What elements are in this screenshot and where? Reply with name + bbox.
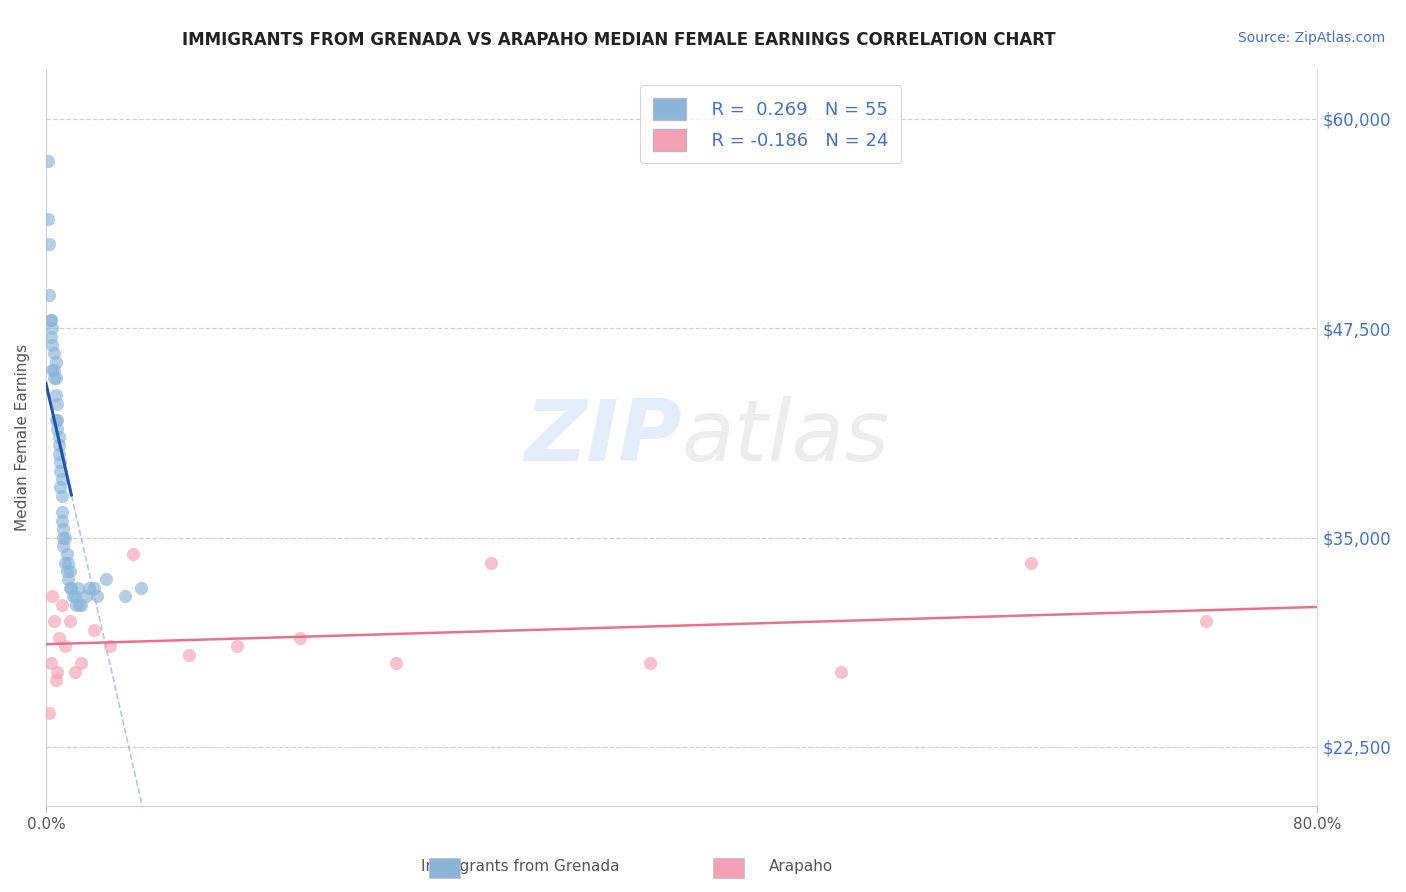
Point xyxy=(46,396,69,410)
Point xyxy=(384,657,406,671)
Point xyxy=(41,338,63,352)
Point xyxy=(38,287,60,301)
Point xyxy=(51,472,73,486)
Point xyxy=(53,556,76,570)
Point xyxy=(62,589,84,603)
Point xyxy=(38,706,60,721)
Point xyxy=(63,589,86,603)
Point xyxy=(59,581,82,595)
Point xyxy=(41,363,63,377)
Point xyxy=(52,539,75,553)
Point xyxy=(44,673,66,687)
Point xyxy=(46,665,69,679)
Point xyxy=(96,573,118,587)
Point xyxy=(290,631,312,645)
Point xyxy=(44,413,66,427)
Text: Immigrants from Grenada: Immigrants from Grenada xyxy=(420,859,620,873)
Point xyxy=(42,615,65,629)
Point xyxy=(49,464,72,478)
Point xyxy=(122,547,145,561)
Point xyxy=(42,371,65,385)
Point xyxy=(44,371,66,385)
Point xyxy=(177,648,200,662)
Legend:   R =  0.269   N = 55,   R = -0.186   N = 24: R = 0.269 N = 55, R = -0.186 N = 24 xyxy=(640,85,901,163)
Point xyxy=(1195,615,1218,629)
Point xyxy=(42,363,65,377)
Point xyxy=(225,640,247,654)
Point xyxy=(37,212,59,227)
Point xyxy=(48,447,70,461)
Point xyxy=(114,589,136,603)
Point xyxy=(75,589,97,603)
Point xyxy=(98,640,121,654)
Point xyxy=(86,589,108,603)
Point xyxy=(58,573,80,587)
Point xyxy=(55,564,77,578)
Text: ZIP: ZIP xyxy=(524,395,682,478)
Point xyxy=(83,623,105,637)
Point xyxy=(67,598,90,612)
Point xyxy=(51,505,73,519)
Text: IMMIGRANTS FROM GRENADA VS ARAPAHO MEDIAN FEMALE EARNINGS CORRELATION CHART: IMMIGRANTS FROM GRENADA VS ARAPAHO MEDIA… xyxy=(181,31,1056,49)
Point xyxy=(131,581,153,595)
Text: Source: ZipAtlas.com: Source: ZipAtlas.com xyxy=(1237,31,1385,45)
Point xyxy=(39,313,62,327)
Point xyxy=(1021,556,1043,570)
Text: atlas: atlas xyxy=(682,395,890,478)
Point xyxy=(66,581,89,595)
Point xyxy=(65,598,87,612)
Point xyxy=(41,589,63,603)
Point xyxy=(48,631,70,645)
Point xyxy=(55,547,77,561)
Point xyxy=(51,514,73,528)
Point xyxy=(70,657,93,671)
Point xyxy=(39,329,62,343)
Point xyxy=(48,430,70,444)
Point xyxy=(77,581,100,595)
Point xyxy=(39,313,62,327)
Point xyxy=(59,615,82,629)
Point xyxy=(59,564,82,578)
Text: Arapaho: Arapaho xyxy=(769,859,834,873)
Point xyxy=(60,581,83,595)
Point xyxy=(44,354,66,368)
Point xyxy=(44,388,66,402)
Point xyxy=(51,489,73,503)
Point xyxy=(58,556,80,570)
Point xyxy=(46,413,69,427)
Point xyxy=(41,321,63,335)
Point xyxy=(70,598,93,612)
Point xyxy=(38,237,60,252)
Point xyxy=(42,346,65,360)
Point xyxy=(51,598,73,612)
Point xyxy=(48,438,70,452)
Point xyxy=(638,657,661,671)
Point xyxy=(63,665,86,679)
Point xyxy=(52,522,75,536)
Point xyxy=(52,531,75,545)
Point xyxy=(37,153,59,168)
Point xyxy=(53,640,76,654)
Point xyxy=(830,665,852,679)
Point xyxy=(83,581,105,595)
Y-axis label: Median Female Earnings: Median Female Earnings xyxy=(15,343,30,531)
Point xyxy=(53,531,76,545)
Point xyxy=(49,455,72,469)
Point xyxy=(46,422,69,436)
Point xyxy=(49,480,72,494)
Point xyxy=(479,556,502,570)
Point xyxy=(39,657,62,671)
